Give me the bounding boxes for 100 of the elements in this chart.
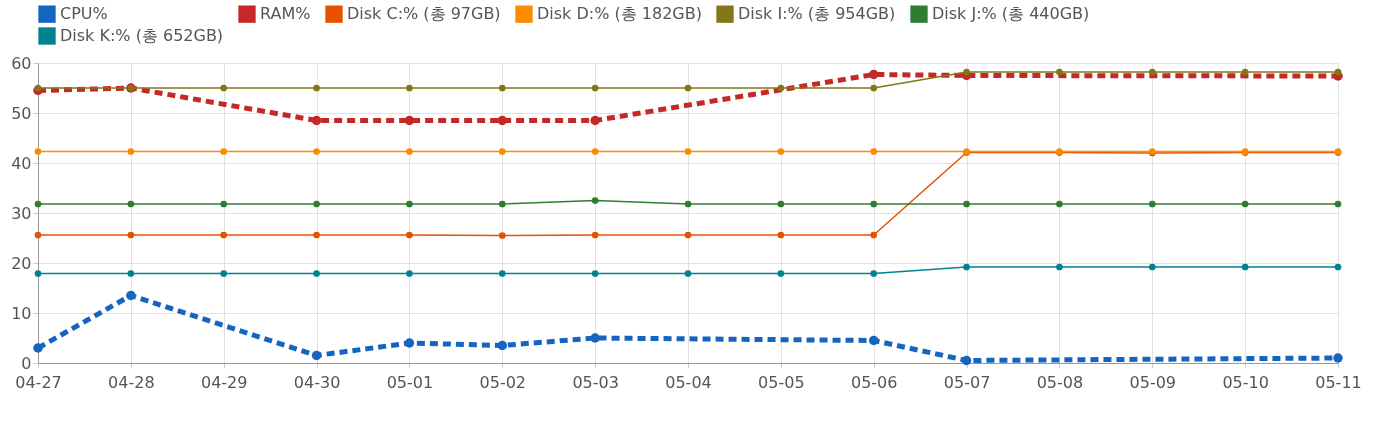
point bbox=[1334, 200, 1342, 208]
point bbox=[497, 340, 508, 351]
point bbox=[34, 270, 42, 277]
point bbox=[1241, 68, 1249, 76]
point bbox=[591, 148, 599, 155]
point bbox=[406, 148, 413, 155]
point bbox=[777, 84, 785, 92]
point bbox=[590, 115, 600, 126]
point bbox=[127, 231, 135, 239]
point bbox=[963, 263, 970, 271]
point bbox=[498, 84, 506, 92]
point bbox=[34, 84, 42, 92]
point bbox=[1148, 200, 1156, 208]
point bbox=[963, 200, 970, 208]
point bbox=[1148, 68, 1156, 76]
point bbox=[870, 231, 878, 239]
point bbox=[1056, 200, 1063, 208]
point bbox=[220, 270, 228, 277]
point bbox=[311, 350, 322, 361]
y-tick-label: 50 bbox=[11, 103, 32, 123]
x-tick-label: 05-10 bbox=[1222, 372, 1269, 392]
point bbox=[126, 290, 136, 301]
point bbox=[684, 84, 692, 92]
y-tick-label: 20 bbox=[11, 253, 32, 273]
y-tick-label: 40 bbox=[11, 153, 32, 173]
point bbox=[498, 232, 506, 239]
legend-label: CPU% bbox=[60, 4, 108, 24]
point bbox=[406, 270, 413, 277]
x-tick-label: 05-02 bbox=[479, 372, 527, 392]
point bbox=[777, 231, 785, 239]
point bbox=[961, 355, 972, 366]
point bbox=[498, 148, 506, 155]
point bbox=[963, 68, 970, 76]
point bbox=[591, 84, 599, 92]
point bbox=[34, 200, 42, 208]
point bbox=[1334, 68, 1342, 76]
point bbox=[313, 270, 320, 277]
x-tick-label: 05-11 bbox=[1315, 372, 1362, 392]
point bbox=[870, 84, 878, 92]
x-tick-label: 04-27 bbox=[15, 372, 62, 392]
point bbox=[404, 115, 415, 126]
point bbox=[313, 231, 320, 239]
point bbox=[1056, 68, 1063, 76]
point bbox=[127, 148, 135, 155]
point bbox=[497, 115, 508, 126]
point bbox=[591, 197, 599, 204]
x-tick-label: 05-05 bbox=[758, 372, 805, 392]
point bbox=[498, 270, 506, 277]
point bbox=[684, 200, 692, 208]
point bbox=[220, 148, 228, 155]
x-tick-label: 05-04 bbox=[665, 372, 712, 392]
point bbox=[498, 200, 506, 208]
point bbox=[1334, 263, 1342, 271]
point bbox=[220, 231, 228, 239]
point bbox=[406, 231, 413, 239]
point bbox=[313, 84, 320, 92]
x-tick-label: 04-29 bbox=[200, 372, 248, 392]
point bbox=[1148, 263, 1156, 271]
y-tick-label: 30 bbox=[11, 203, 32, 223]
point bbox=[313, 148, 320, 155]
point bbox=[1056, 263, 1063, 271]
point bbox=[1333, 353, 1343, 363]
point bbox=[34, 231, 42, 239]
point bbox=[311, 115, 322, 126]
point bbox=[870, 200, 878, 208]
x-tick-label: 04-30 bbox=[293, 372, 341, 392]
point bbox=[313, 200, 320, 208]
legend-label: Disk J:% (총 440GB) bbox=[932, 4, 1090, 24]
point bbox=[404, 338, 415, 348]
x-tick-label: 05-01 bbox=[386, 372, 434, 392]
point bbox=[1241, 200, 1249, 208]
point bbox=[684, 148, 692, 155]
x-tick-label: 05-06 bbox=[850, 372, 898, 392]
point bbox=[34, 148, 42, 155]
point bbox=[1241, 263, 1249, 271]
y-tick-label: 10 bbox=[11, 303, 32, 323]
x-tick-label: 05-07 bbox=[943, 372, 991, 392]
legend-label: Disk K:% (총 652GB) bbox=[60, 26, 224, 45]
point bbox=[777, 200, 785, 208]
point bbox=[220, 200, 228, 208]
legend-label: RAM% bbox=[260, 4, 311, 24]
x-tick-label: 05-09 bbox=[1129, 372, 1177, 392]
point bbox=[127, 270, 135, 277]
point bbox=[684, 270, 692, 277]
legend-label: Disk I:% (총 954GB) bbox=[738, 4, 896, 24]
point bbox=[591, 270, 599, 277]
point bbox=[684, 231, 692, 239]
x-tick-label: 05-03 bbox=[572, 372, 619, 392]
point bbox=[220, 84, 228, 92]
x-tick-label: 05-08 bbox=[1036, 372, 1084, 392]
point bbox=[870, 270, 878, 277]
point bbox=[33, 343, 43, 353]
legend-label: Disk C:% (총 97GB) bbox=[347, 4, 501, 24]
point bbox=[127, 200, 135, 208]
y-tick-label: 0 bbox=[21, 353, 32, 373]
x-tick-label: 04-28 bbox=[108, 372, 155, 392]
point bbox=[406, 84, 413, 92]
point bbox=[590, 333, 600, 343]
point bbox=[870, 148, 878, 155]
legend-label: Disk D:% (총 182GB) bbox=[537, 4, 702, 24]
